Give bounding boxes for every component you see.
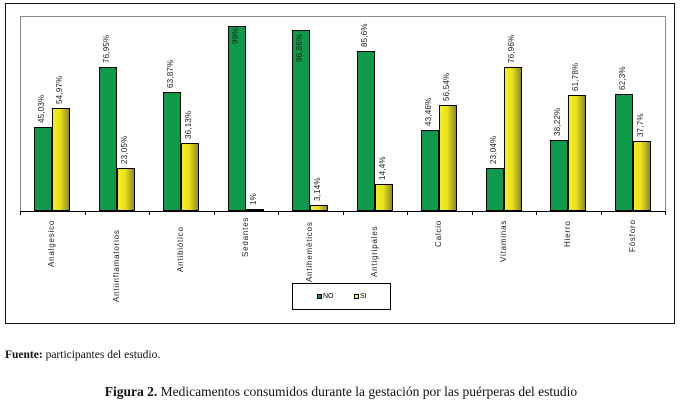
legend: NO SI xyxy=(292,283,391,310)
x-axis-tick xyxy=(342,211,344,215)
category-label: Antibiótico xyxy=(176,226,186,272)
data-label: 85,6% xyxy=(360,23,369,47)
data-label: 37,7% xyxy=(636,113,645,137)
bar-si xyxy=(52,108,70,211)
data-label: 14,4% xyxy=(378,156,387,180)
data-label: 76,96% xyxy=(507,34,516,63)
legend-item-no: NO xyxy=(317,293,334,300)
data-label: 3,14% xyxy=(313,177,322,201)
x-axis-tick xyxy=(149,211,150,215)
legend-label-no: NO xyxy=(323,293,334,300)
source-note: Fuente: participantes del estudio. xyxy=(5,349,160,361)
bar-si xyxy=(504,67,522,211)
data-label: 62,3% xyxy=(618,66,627,90)
bar-si xyxy=(568,95,586,211)
data-label: 54,97% xyxy=(55,75,64,104)
figure-caption: Figura 2. Medicamentos consumidos durant… xyxy=(0,384,682,400)
legend-swatch-si xyxy=(354,294,359,299)
data-label: 99% xyxy=(231,27,240,44)
legend-swatch-no xyxy=(317,294,322,299)
bar-si xyxy=(633,141,651,211)
bar-si xyxy=(117,168,135,211)
bar-si xyxy=(310,205,328,211)
source-text: participantes del estudio. xyxy=(42,349,161,361)
bar-no xyxy=(34,127,52,211)
category-label: Sedantes xyxy=(240,216,250,257)
category-label: Vitaminas xyxy=(498,219,508,262)
bar-si xyxy=(181,143,199,211)
bar-no xyxy=(99,67,117,211)
plot-area xyxy=(20,16,666,212)
category-label: Fósforo xyxy=(627,219,637,252)
x-axis-tick xyxy=(213,211,215,215)
source-label: Fuente: xyxy=(5,349,43,361)
data-label: 23,04% xyxy=(489,135,498,164)
category-label: Antigripales xyxy=(369,225,379,277)
bar-no xyxy=(421,130,439,211)
bar-no xyxy=(486,168,504,211)
bar-no xyxy=(550,140,568,211)
data-label: 63,87% xyxy=(166,59,175,88)
bar-si xyxy=(246,209,264,211)
legend-item-si: SI xyxy=(354,293,367,300)
x-axis-tick xyxy=(600,211,602,215)
x-axis-tick xyxy=(536,211,537,215)
x-axis-tick xyxy=(407,211,408,215)
data-label: 76,95% xyxy=(102,34,111,63)
x-axis-tick xyxy=(665,211,666,215)
x-axis-tick xyxy=(20,211,21,215)
data-label: 61,78% xyxy=(571,62,580,91)
category-label: Antiinflamatorios xyxy=(111,229,121,302)
data-label: 43,46% xyxy=(424,97,433,126)
chart-frame xyxy=(5,3,675,324)
x-axis-tick xyxy=(471,211,473,215)
data-label: 56,54% xyxy=(442,72,451,101)
bar-no xyxy=(228,26,246,211)
category-label: Calcio xyxy=(434,219,444,247)
bar-no xyxy=(615,94,633,211)
legend-label-si: SI xyxy=(360,293,367,300)
bar-no xyxy=(357,51,375,211)
bar-no xyxy=(163,92,181,211)
x-axis-tick xyxy=(278,211,279,215)
caption-text: Medicamentos consumidos durante la gesta… xyxy=(157,384,578,399)
data-label: 23,05% xyxy=(120,135,129,164)
category-label: Analgesico xyxy=(47,219,57,267)
bar-no xyxy=(292,30,310,211)
data-label: 38,22% xyxy=(553,107,562,136)
category-label: Hierro xyxy=(563,220,573,247)
bar-si xyxy=(439,105,457,211)
data-label: 36,13% xyxy=(184,110,193,139)
data-label: 45,03% xyxy=(37,94,46,123)
caption-label: Figura 2. xyxy=(104,384,158,399)
data-label: 96,86% xyxy=(295,33,304,62)
bar-si xyxy=(375,184,393,211)
x-axis-tick xyxy=(84,211,86,215)
category-label: Antihemèticos xyxy=(305,221,315,282)
data-label: 1% xyxy=(249,193,258,205)
